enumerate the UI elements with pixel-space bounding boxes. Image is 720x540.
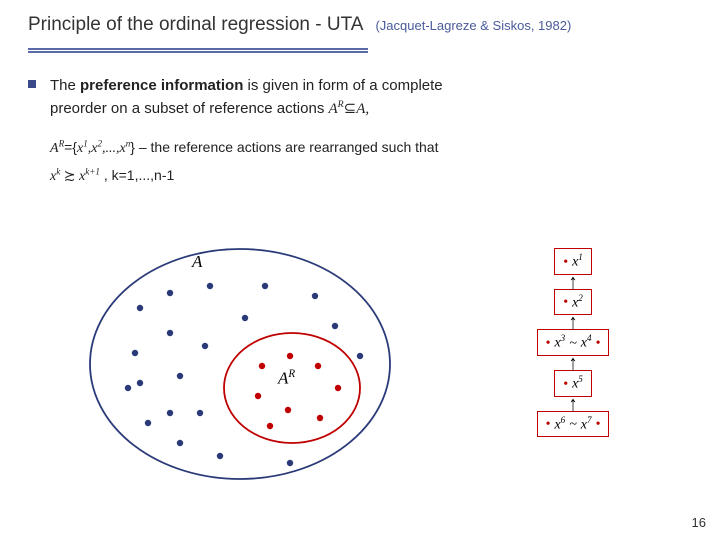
label-ar: AR [278, 368, 295, 389]
hasse-arrow-icon: ↑ [498, 273, 648, 290]
hasse-arrow-icon: ↑ [498, 314, 648, 331]
definition-line-2: xk ≿ xk+1 , k=1,...,n-1 [50, 164, 692, 188]
hasse-arrow-icon: ↑ [498, 395, 648, 412]
hasse-diagram: •x1↑•x2↑•x3~x4•↑•x5↑•x6~x7• [498, 248, 648, 437]
bullet-icon [28, 80, 36, 88]
page-number: 16 [692, 515, 706, 530]
label-a: A [192, 252, 202, 272]
venn-diagram: A AR [80, 238, 400, 490]
body-paragraph: The preference information is given in f… [50, 74, 692, 122]
hasse-arrow-icon: ↑ [498, 355, 648, 372]
definition-line-1: AR={x1,x2,...,xn} – the reference action… [50, 136, 692, 160]
slide-title: Principle of the ordinal regression - UT… [28, 14, 363, 36]
citation: (Jacquet-Lagreze & Siskos, 1982) [375, 18, 571, 33]
title-rule [28, 48, 368, 52]
